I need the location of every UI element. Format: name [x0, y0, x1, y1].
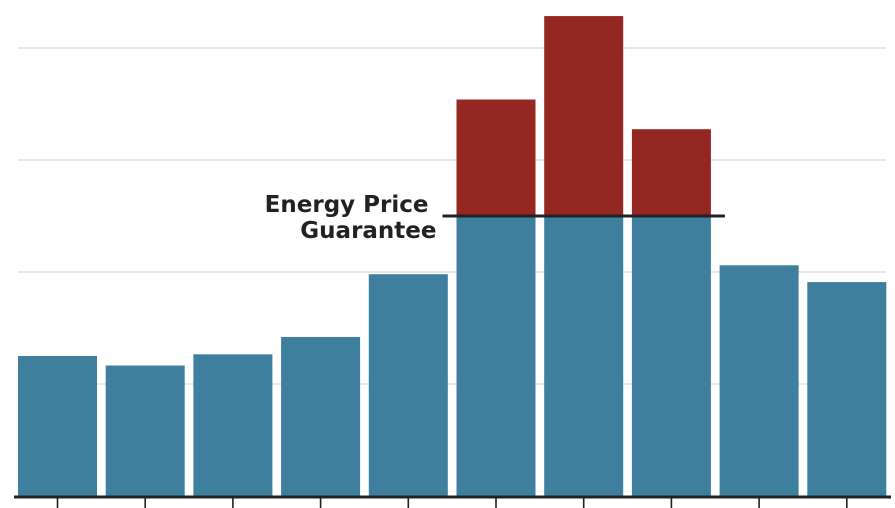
bar-excess — [456, 99, 536, 216]
bar-base — [719, 265, 799, 496]
bar-excess — [631, 129, 711, 216]
bar-base — [18, 356, 97, 496]
bar-base — [631, 216, 711, 496]
reference-label-line-1: Energy Price — [265, 192, 429, 218]
energy-price-guarantee-label: Energy Price Guarantee — [265, 192, 437, 244]
bar-base — [193, 354, 273, 496]
bar-excess — [544, 16, 624, 216]
bar-base — [807, 282, 887, 496]
bar-base — [281, 336, 361, 496]
x-axis-ticks — [56, 498, 848, 508]
bars — [18, 16, 887, 496]
bar-base — [368, 274, 448, 496]
bar-base — [544, 216, 624, 496]
reference-label-line-2: Guarantee — [300, 218, 436, 244]
bar-base — [105, 365, 185, 496]
bar-base — [456, 216, 536, 496]
